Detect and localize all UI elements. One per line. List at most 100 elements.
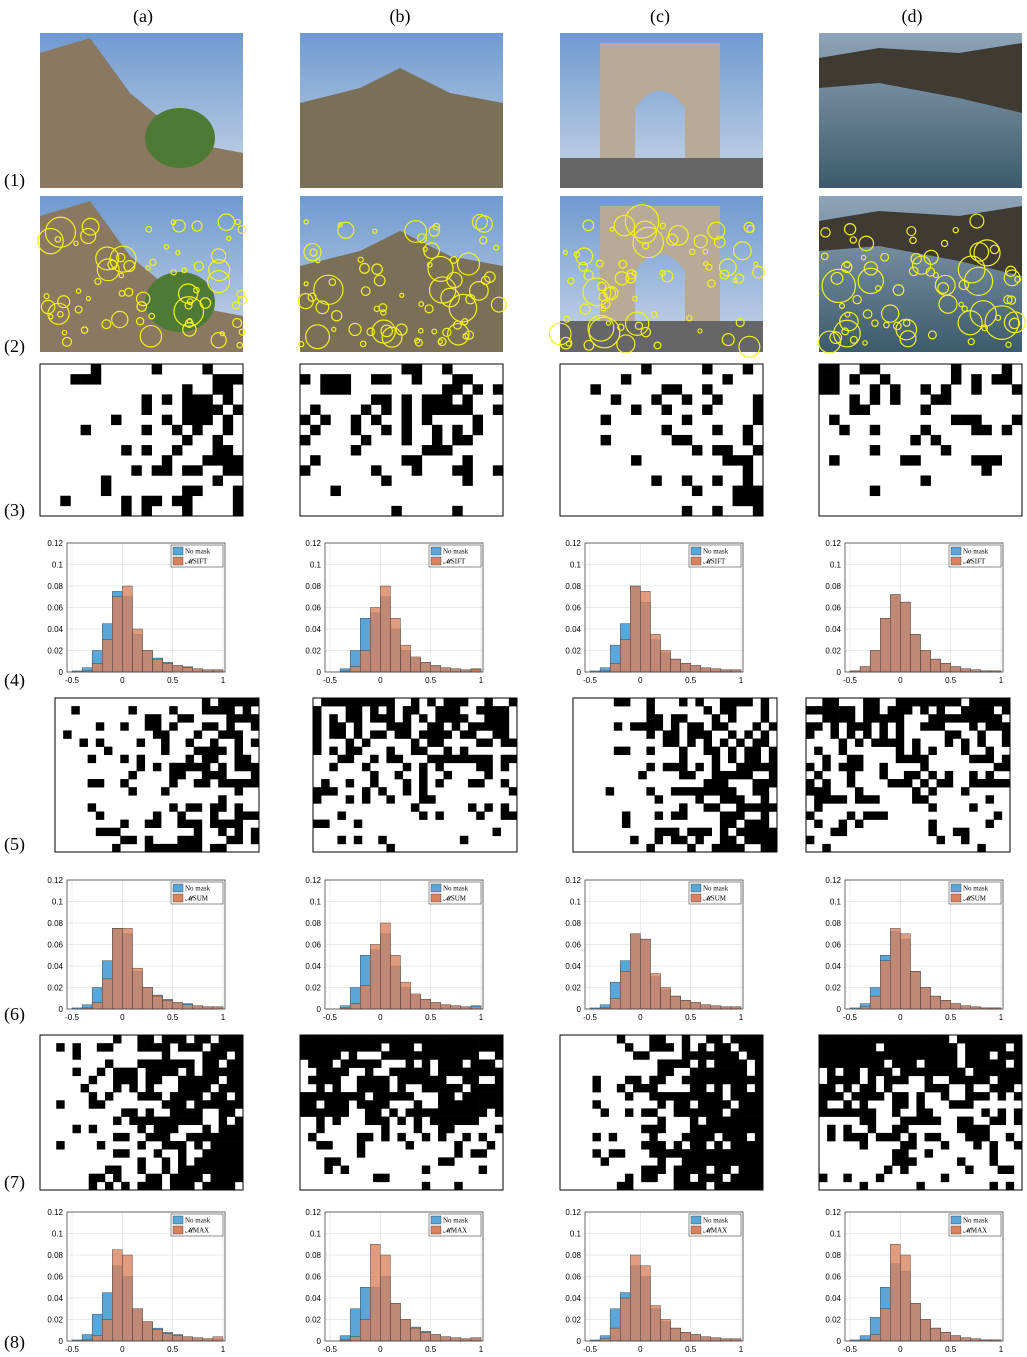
- mask-cell: [430, 1076, 438, 1084]
- mask-cell: [381, 425, 391, 435]
- mask-cell: [487, 1141, 495, 1149]
- mask-cell: [945, 730, 953, 738]
- y-tick-label: 0.1: [830, 1230, 842, 1239]
- mask-cell: [346, 755, 354, 763]
- mask-cell: [755, 1141, 763, 1149]
- mask-cell: [365, 1108, 373, 1116]
- mask-cell: [822, 787, 830, 795]
- mask-cell: [819, 384, 829, 394]
- histogram-bar: [183, 668, 193, 672]
- mask-cell: [690, 1092, 698, 1100]
- mask-cell: [945, 771, 953, 779]
- mask-cell: [682, 394, 692, 404]
- mask-cell: [977, 844, 985, 852]
- mask-cell: [839, 820, 847, 828]
- mask-cell: [761, 739, 769, 747]
- mask-cell: [113, 1117, 121, 1125]
- mask-cell: [422, 445, 432, 455]
- mask-cell: [202, 1100, 210, 1108]
- histogram-bar: [380, 923, 390, 1009]
- mask-cell: [169, 722, 177, 730]
- mask-cell: [1002, 706, 1010, 714]
- mask-cell: [446, 1068, 454, 1076]
- mask-cell: [321, 779, 329, 787]
- legend-swatch: [951, 894, 961, 902]
- mask-cell: [769, 828, 777, 836]
- histogram-bar: [173, 1003, 183, 1009]
- mask-cell: [202, 698, 210, 706]
- histogram-bar: [660, 1320, 670, 1342]
- histogram-bar: [421, 1332, 431, 1341]
- mask-cell: [657, 1035, 665, 1043]
- mask-cell: [186, 1108, 194, 1116]
- x-tick-label: 0: [898, 1013, 903, 1022]
- mask-cell: [920, 706, 928, 714]
- mask-cell: [462, 1133, 470, 1141]
- mask-cell: [194, 1100, 202, 1108]
- mask-cell: [860, 1100, 868, 1108]
- histogram-bar: [691, 666, 701, 672]
- mask-cell: [941, 1051, 949, 1059]
- mask-cell: [462, 475, 472, 485]
- mask-cell: [769, 755, 777, 763]
- mask-cell: [362, 763, 370, 771]
- mask-cell: [162, 1051, 170, 1059]
- mask-cell: [941, 384, 951, 394]
- mask-cell: [739, 1117, 747, 1125]
- mask-cell: [96, 811, 104, 819]
- mask-cell: [235, 787, 243, 795]
- mask-cell: [419, 779, 427, 787]
- mask-cell: [219, 1108, 227, 1116]
- mask-cell: [747, 1035, 755, 1043]
- mask-cell: [202, 364, 212, 374]
- y-tick-label: 0.08: [825, 582, 841, 591]
- mask-cell: [381, 1117, 389, 1125]
- mask-cell: [501, 811, 509, 819]
- mask-cell: [695, 730, 703, 738]
- mask-cell: [672, 384, 682, 394]
- mask-cell: [313, 787, 321, 795]
- mask-cell: [998, 1084, 1006, 1092]
- y-tick-label: 0.02: [47, 984, 63, 993]
- mask-cell: [657, 1076, 665, 1084]
- mask-cell: [617, 1182, 625, 1190]
- mask-cell: [386, 747, 394, 755]
- mask-cell: [868, 1108, 876, 1116]
- mask-cell: [957, 1157, 965, 1165]
- mask-cell: [235, 779, 243, 787]
- mask-cell: [904, 698, 912, 706]
- mask-cell: [411, 698, 419, 706]
- mask-cell: [925, 1108, 933, 1116]
- histogram-bar: [890, 595, 900, 672]
- mask-cell: [192, 465, 202, 475]
- mask-cell: [961, 787, 969, 795]
- mask-cell: [378, 787, 386, 795]
- mask-cell: [868, 1059, 876, 1067]
- mask-cell: [736, 763, 744, 771]
- histogram-bar: [441, 668, 451, 672]
- mask-cell: [341, 1100, 349, 1108]
- legend-swatch: [173, 547, 183, 555]
- mask-cell: [186, 1059, 194, 1067]
- mask-cell: [321, 820, 329, 828]
- mask-cell: [313, 730, 321, 738]
- mask-cell: [121, 1149, 129, 1157]
- mask-cell: [702, 384, 712, 394]
- mask-cell: [969, 755, 977, 763]
- mask-cell: [1014, 1117, 1022, 1125]
- mask-cell: [753, 828, 761, 836]
- mask-cell: [365, 1100, 373, 1108]
- mask-cell: [218, 828, 226, 836]
- mask-cell: [427, 795, 435, 803]
- legend-swatch: [951, 884, 961, 892]
- mask-cell: [81, 374, 91, 384]
- mask-cell: [357, 1084, 365, 1092]
- mask-cell: [162, 465, 172, 475]
- mask-cell: [487, 1035, 495, 1043]
- mask-cell: [827, 1092, 835, 1100]
- mask-cell: [720, 811, 728, 819]
- mask-cell: [146, 1068, 154, 1076]
- mask-cell: [153, 714, 161, 722]
- mask-cell: [835, 1035, 843, 1043]
- mask-cell: [671, 828, 679, 836]
